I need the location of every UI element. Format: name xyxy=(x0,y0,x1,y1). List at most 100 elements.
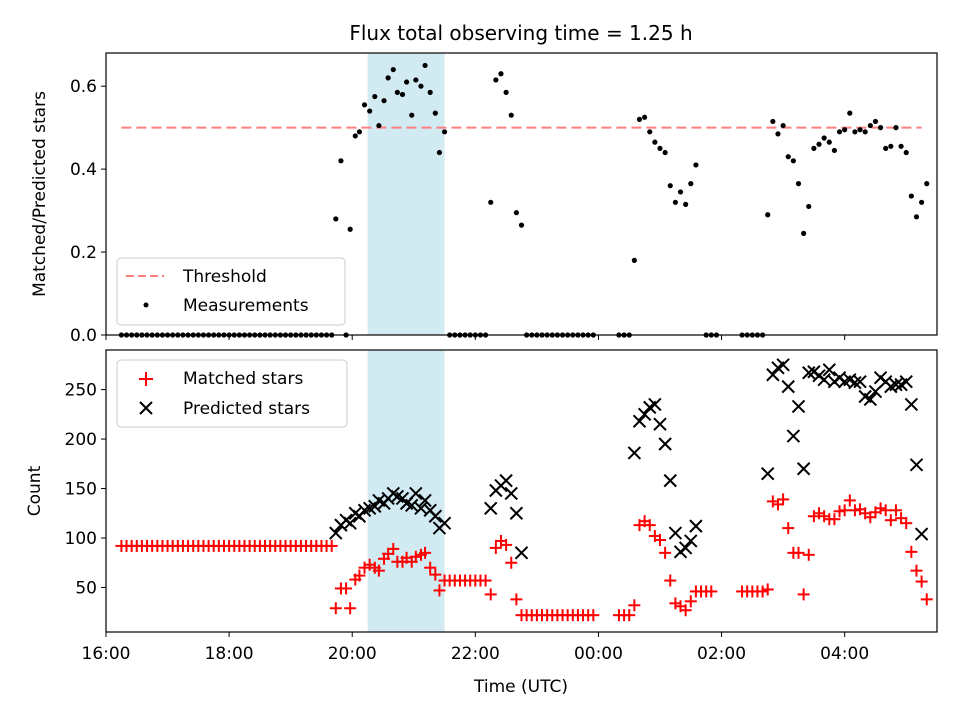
bottom-shaded-span xyxy=(367,350,445,632)
matched-star-point xyxy=(344,602,357,615)
measurement-point xyxy=(888,143,894,149)
measurement-point xyxy=(503,89,509,95)
predicted-star-point xyxy=(499,473,513,488)
matched-star-point xyxy=(409,550,422,563)
matched-star-point xyxy=(643,519,656,532)
matched-star-point xyxy=(797,588,810,601)
matched-star-point xyxy=(623,609,636,622)
measurement-point xyxy=(775,131,781,137)
bottom-y-ticks: 50 100 150 200 250 xyxy=(65,381,106,598)
predicted-star-point xyxy=(689,519,703,533)
predicted-star-point xyxy=(853,374,867,389)
predicted-star-points xyxy=(329,358,929,560)
measurement-point xyxy=(399,91,406,98)
matched-star-point xyxy=(659,546,672,559)
y-tick-label: 150 xyxy=(65,480,97,500)
predicted-star-point xyxy=(637,407,652,422)
predicted-star-point xyxy=(863,392,878,407)
matched-legend-label: Matched stars xyxy=(183,369,303,389)
predicted-star-point xyxy=(904,397,919,412)
y-tick-label: 200 xyxy=(65,430,97,450)
y-tick-label: 0.2 xyxy=(70,243,97,263)
predicted-star-point xyxy=(796,462,811,476)
x-tick-label: 16:00 xyxy=(82,644,131,664)
measurement-point xyxy=(493,77,499,83)
measurements-legend-swatch xyxy=(143,302,149,308)
predicted-star-point xyxy=(848,375,862,390)
measurement-point xyxy=(867,122,873,129)
measurement-point xyxy=(770,118,776,125)
measurement-point xyxy=(862,129,868,135)
matched-star-point xyxy=(669,597,682,610)
measurement-point xyxy=(372,93,378,100)
measurement-point xyxy=(652,139,658,145)
matched-star-point xyxy=(679,604,692,617)
matched-star-point xyxy=(484,588,497,601)
predicted-star-point xyxy=(658,437,672,451)
matched-star-point xyxy=(782,522,795,535)
measurement-point xyxy=(518,222,525,228)
predicted-star-point xyxy=(868,384,883,399)
measurement-point xyxy=(631,257,637,263)
measurement-point xyxy=(338,158,344,164)
predicted-star-point xyxy=(368,499,382,514)
matched-star-point xyxy=(828,513,841,526)
predicted-star-point xyxy=(504,486,518,501)
predicted-star-point xyxy=(343,516,357,530)
matched-star-point xyxy=(756,585,769,598)
predicted-star-point xyxy=(632,414,647,428)
predicted-star-point xyxy=(418,493,432,508)
top-shaded-span xyxy=(367,53,445,335)
predicted-star-point xyxy=(663,473,677,488)
y-tick-label: 0.4 xyxy=(70,160,97,180)
measurement-point xyxy=(816,141,822,147)
measurement-point xyxy=(883,145,889,151)
matched-star-point xyxy=(628,599,641,612)
predicted-star-point xyxy=(776,358,790,372)
measurement-point xyxy=(903,149,909,156)
measurement-point xyxy=(847,110,853,116)
bottom-y-axis-label: Count xyxy=(25,465,45,516)
matched-star-point xyxy=(664,574,677,587)
measurement-point xyxy=(422,62,428,69)
measurement-point xyxy=(852,129,858,135)
measurement-point xyxy=(677,189,684,195)
top-x-ticks xyxy=(105,335,846,340)
matched-star-point xyxy=(387,542,400,555)
x-tick-label: 18:00 xyxy=(205,644,254,664)
matched-star-point xyxy=(505,556,518,569)
matched-star-point xyxy=(905,545,918,558)
measurement-point xyxy=(488,199,494,205)
matched-legend-swatch xyxy=(139,372,153,386)
measurement-point xyxy=(352,133,358,139)
y-tick-label: 0.0 xyxy=(70,326,97,346)
measurement-point xyxy=(898,143,904,149)
x-axis-label: Time (UTC) xyxy=(473,677,568,697)
y-tick-label: 250 xyxy=(65,381,97,401)
y-tick-label: 100 xyxy=(65,529,97,549)
measurement-point xyxy=(693,162,699,168)
threshold-legend-label: Threshold xyxy=(182,267,267,287)
measurement-point xyxy=(636,116,643,122)
top-y-axis-label: Matched/Predicted stars xyxy=(30,91,50,297)
predicted-star-point xyxy=(909,458,924,472)
top-chart-title: Flux total observing time = 1.25 h xyxy=(349,21,692,45)
predicted-star-point xyxy=(678,541,693,555)
matched-star-point xyxy=(363,558,376,571)
measurement-point xyxy=(376,122,382,129)
x-tick-label: 02:00 xyxy=(697,644,746,664)
measurement-point xyxy=(333,216,339,222)
predicted-star-point xyxy=(648,397,662,412)
measurement-point xyxy=(908,193,914,199)
matched-star-point xyxy=(792,546,805,559)
matched-star-point xyxy=(358,561,371,574)
matched-star-point xyxy=(429,568,442,581)
top-panel: 0.0 0.2 0.4 0.6 Matched/Predicted stars Thr… xyxy=(30,52,938,346)
measurement-point xyxy=(662,149,668,156)
matched-star-points xyxy=(115,493,933,622)
predicted-star-point xyxy=(802,366,816,380)
x-tick-label: 20:00 xyxy=(328,644,377,664)
measurement-point xyxy=(672,199,678,205)
measurement-point xyxy=(785,154,791,160)
predicted-star-point xyxy=(653,417,667,431)
